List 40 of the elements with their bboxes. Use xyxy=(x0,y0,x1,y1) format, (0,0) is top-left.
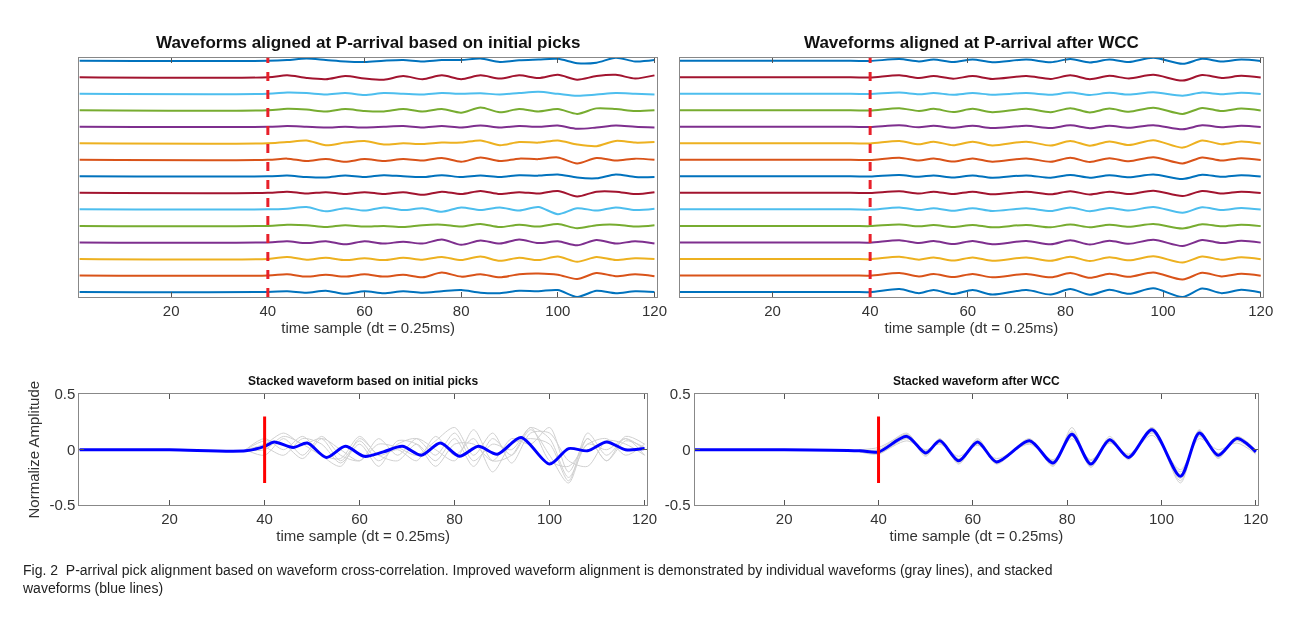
x-tick-label: 120 xyxy=(641,301,667,319)
x-tick-label: 40 xyxy=(256,510,273,528)
y-tick-label: 0 xyxy=(682,440,691,458)
x-tick-label: 80 xyxy=(446,510,463,528)
x-tick-label: 20 xyxy=(764,301,781,319)
x-tick-label: 20 xyxy=(775,510,793,528)
x-tick-label: 40 xyxy=(259,301,277,319)
y-tick-label: -0.5 xyxy=(49,496,76,514)
x-tick-label: 60 xyxy=(351,510,368,528)
x-tick-label: 120 xyxy=(1248,301,1274,319)
x-tick-label: 80 xyxy=(1057,301,1074,319)
x-tick-label: 100 xyxy=(545,301,571,319)
x-tick-label: 120 xyxy=(632,510,658,528)
x-tick-label: 20 xyxy=(162,301,180,319)
x-tick-label: 60 xyxy=(356,301,373,319)
chart-title: Stacked waveform after WCC xyxy=(893,374,1061,388)
x-axis-title: time sample (dt = 0.25ms) xyxy=(884,318,1059,336)
y-tick-label: 0 xyxy=(67,440,76,458)
x-tick-label: 100 xyxy=(1149,510,1175,528)
x-tick-label: 20 xyxy=(161,510,178,528)
x-tick-label: 80 xyxy=(452,301,470,319)
x-axis-title: time sample (dt = 0.25ms) xyxy=(889,527,1064,545)
y-tick-label: -0.5 xyxy=(664,496,691,514)
x-tick-label: 100 xyxy=(537,510,563,528)
y-tick-label: 0.5 xyxy=(669,385,691,403)
chart-title: Waveforms aligned at P-arrival after WCC xyxy=(804,33,1139,52)
x-tick-label: 120 xyxy=(1243,510,1269,528)
chart-title: Stacked waveform based on initial picks xyxy=(248,374,479,388)
x-axis-title: time sample (dt = 0.25ms) xyxy=(276,527,451,545)
chart-title: Waveforms aligned at P-arrival based on initial picks xyxy=(156,33,581,52)
x-tick-label: 60 xyxy=(964,510,982,528)
x-axis-title: time sample (dt = 0.25ms) xyxy=(281,318,456,336)
x-tick-label: 60 xyxy=(959,301,977,319)
caption: Fig. 2 P-arrival pick alignment based on waveform cross-correlation. Improved waveform alignment is demonstrated by individual waveforms (gray lines), and stacked waveforms (blue lines) xyxy=(22,562,1053,597)
y-axis-title: Normalize Amplitude xyxy=(24,380,42,519)
x-tick-label: 80 xyxy=(1058,510,1076,528)
x-tick-label: 40 xyxy=(870,510,887,528)
y-tick-label: 0.5 xyxy=(54,385,76,403)
x-tick-label: 40 xyxy=(861,301,879,319)
x-tick-label: 100 xyxy=(1150,301,1176,319)
